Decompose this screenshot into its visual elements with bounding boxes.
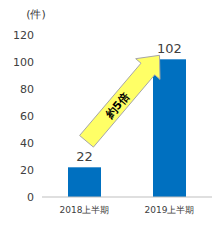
y-tick-label: 120 (13, 29, 34, 42)
y-tick-label: 40 (20, 137, 34, 150)
bar (68, 167, 101, 197)
chart-svg: 0 20 40 60 80 100 120 (件) 22 102 2018上半期 2019上半期 約5倍 (0, 0, 219, 242)
annotation: 約5倍 (102, 90, 132, 122)
y-axis-label: (件) (26, 8, 46, 21)
x-axis-line (42, 197, 212, 198)
y-tick-label: 0 (27, 191, 34, 204)
data-label: 22 (76, 149, 93, 164)
y-tick-label: 60 (20, 110, 34, 123)
chart-container: 0 20 40 60 80 100 120 (件) 22 102 2018上半期 2019上半期 約5倍 (0, 0, 219, 242)
bar (153, 59, 186, 197)
y-tick-label: 80 (20, 83, 34, 96)
x-tick-label: 2018上半期 (60, 205, 110, 215)
y-tick-label: 100 (13, 56, 34, 69)
y-tick-label: 20 (20, 164, 34, 177)
x-tick-label: 2019上半期 (145, 205, 195, 215)
annotation-arrow (80, 55, 160, 147)
data-label: 102 (157, 41, 182, 56)
